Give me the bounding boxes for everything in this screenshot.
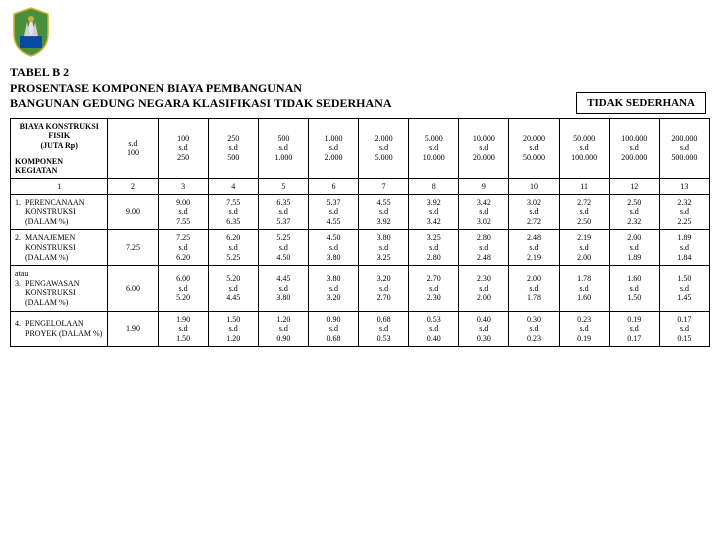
num-cell: 6 bbox=[308, 178, 358, 194]
value-cell: 5.20s.d4.45 bbox=[208, 266, 258, 311]
row-label: 2.MANAJEMEN KONSTRUKSI (DALAM %) bbox=[11, 230, 108, 266]
row-label: atau3.PENGAWASAN KONSTRUKSI (DALAM %) bbox=[11, 266, 108, 311]
value-cell: 1.90s.d1.50 bbox=[158, 311, 208, 347]
num-cell: 11 bbox=[559, 178, 609, 194]
num-cell: 13 bbox=[659, 178, 709, 194]
value-cell: 2.80s.d2.48 bbox=[459, 230, 509, 266]
value-cell: 0.17s.d0.15 bbox=[659, 311, 709, 347]
value-cell: 0.23s.d0.19 bbox=[559, 311, 609, 347]
value-cell: 1.20s.d0.90 bbox=[258, 311, 308, 347]
col-header: 250s.d500 bbox=[208, 118, 258, 178]
col-header: 100.000s.d200.000 bbox=[609, 118, 659, 178]
value-cell: 1.89s.d1.84 bbox=[659, 230, 709, 266]
value-cell: 5.37s.d4.55 bbox=[308, 194, 358, 230]
num-cell: 10 bbox=[509, 178, 559, 194]
table-body: 1.PERENCANAAN KONSTRUKSI (DALAM %)9.009.… bbox=[11, 194, 710, 347]
value-cell: 3.02s.d2.72 bbox=[509, 194, 559, 230]
num-cell: 5 bbox=[258, 178, 308, 194]
row-label: 1.PERENCANAAN KONSTRUKSI (DALAM %) bbox=[11, 194, 108, 230]
value-cell: 9.00 bbox=[108, 194, 158, 230]
row-label: 4.PENGELOLAAN PROYEK (DALAM %) bbox=[11, 311, 108, 347]
col-header: 2.000s.d5.000 bbox=[359, 118, 409, 178]
header-komponen: KOMPONENKEGIATAN bbox=[11, 154, 108, 179]
col-header: 5.000s.d10.000 bbox=[409, 118, 459, 178]
value-cell: 6.00s.d5.20 bbox=[158, 266, 208, 311]
value-cell: 6.00 bbox=[108, 266, 158, 311]
value-cell: 2.19s.d2.00 bbox=[559, 230, 609, 266]
table-head: BIAYA KONSTRUKSIFISIK(JUTA Rp) s.d100 10… bbox=[11, 118, 710, 194]
num-cell: 9 bbox=[459, 178, 509, 194]
value-cell: 2.30s.d2.00 bbox=[459, 266, 509, 311]
col-header: 20.000s.d50.000 bbox=[509, 118, 559, 178]
num-cell: 4 bbox=[208, 178, 258, 194]
value-cell: 0.40s.d0.30 bbox=[459, 311, 509, 347]
table-row: 4.PENGELOLAAN PROYEK (DALAM %)1.901.90s.… bbox=[11, 311, 710, 347]
value-cell: 2.00s.d1.78 bbox=[509, 266, 559, 311]
value-cell: 0.68s.d0.53 bbox=[359, 311, 409, 347]
value-cell: 0.90s.d0.68 bbox=[308, 311, 358, 347]
value-cell: 3.92s.d3.42 bbox=[409, 194, 459, 230]
value-cell: 2.72s.d2.50 bbox=[559, 194, 609, 230]
value-cell: 3.20s.d2.70 bbox=[359, 266, 409, 311]
value-cell: 3.42s.d3.02 bbox=[459, 194, 509, 230]
value-cell: 2.48s.d2.19 bbox=[509, 230, 559, 266]
value-cell: 7.25 bbox=[108, 230, 158, 266]
value-cell: 6.35s.d5.37 bbox=[258, 194, 308, 230]
value-cell: 3.80s.d3.25 bbox=[359, 230, 409, 266]
page: TABEL B 2 PROSENTASE KOMPONEN BIAYA PEMB… bbox=[0, 0, 720, 357]
value-cell: 0.19s.d0.17 bbox=[609, 311, 659, 347]
header-biaya: BIAYA KONSTRUKSIFISIK(JUTA Rp) bbox=[11, 118, 108, 153]
title-line-1: TABEL B 2 bbox=[10, 65, 710, 81]
value-cell: 7.55s.d6.35 bbox=[208, 194, 258, 230]
number-row: 1 2 3 4 5 6 7 8 9 10 11 12 13 bbox=[11, 178, 710, 194]
value-cell: 5.25s.d4.50 bbox=[258, 230, 308, 266]
logo-wrap bbox=[10, 6, 710, 63]
value-cell: 2.32s.d2.25 bbox=[659, 194, 709, 230]
value-cell: 3.80s.d3.20 bbox=[308, 266, 358, 311]
value-cell: 0.30s.d0.23 bbox=[509, 311, 559, 347]
data-table: BIAYA KONSTRUKSIFISIK(JUTA Rp) s.d100 10… bbox=[10, 118, 710, 348]
value-cell: 4.55s.d3.92 bbox=[359, 194, 409, 230]
num-cell: 12 bbox=[609, 178, 659, 194]
value-cell: 2.00s.d1.89 bbox=[609, 230, 659, 266]
num-cell: 3 bbox=[158, 178, 208, 194]
value-cell: 1.50s.d1.45 bbox=[659, 266, 709, 311]
value-cell: 4.45s.d3.80 bbox=[258, 266, 308, 311]
value-cell: 1.78s.d1.60 bbox=[559, 266, 609, 311]
value-cell: 9.00s.d7.55 bbox=[158, 194, 208, 230]
table-row: 1.PERENCANAAN KONSTRUKSI (DALAM %)9.009.… bbox=[11, 194, 710, 230]
num-cell: 2 bbox=[108, 178, 158, 194]
value-cell: 1.60s.d1.50 bbox=[609, 266, 659, 311]
value-cell: 4.50s.d3.80 bbox=[308, 230, 358, 266]
col-header: 500s.d1.000 bbox=[258, 118, 308, 178]
coat-of-arms-icon bbox=[10, 6, 52, 58]
col-header: 50.000s.d100.000 bbox=[559, 118, 609, 178]
table-row: atau3.PENGAWASAN KONSTRUKSI (DALAM %)6.0… bbox=[11, 266, 710, 311]
value-cell: 7.25s.d6.20 bbox=[158, 230, 208, 266]
value-cell: 2.50s.d2.32 bbox=[609, 194, 659, 230]
value-cell: 1.90 bbox=[108, 311, 158, 347]
col-header: 1.000s.d2.000 bbox=[308, 118, 358, 178]
table-row: 2.MANAJEMEN KONSTRUKSI (DALAM %)7.257.25… bbox=[11, 230, 710, 266]
col-header: 200.000s.d500.000 bbox=[659, 118, 709, 178]
num-cell: 1 bbox=[11, 178, 108, 194]
value-cell: 1.50s.d1.20 bbox=[208, 311, 258, 347]
col-header: 10.000s.d20.000 bbox=[459, 118, 509, 178]
num-cell: 7 bbox=[359, 178, 409, 194]
col-header: s.d100 bbox=[108, 118, 158, 178]
value-cell: 0.53s.d0.40 bbox=[409, 311, 459, 347]
num-cell: 8 bbox=[409, 178, 459, 194]
classification-badge: TIDAK SEDERHANA bbox=[576, 92, 706, 114]
col-header: 100s.d250 bbox=[158, 118, 208, 178]
value-cell: 2.70s.d2.30 bbox=[409, 266, 459, 311]
value-cell: 6.20s.d5.25 bbox=[208, 230, 258, 266]
value-cell: 3.25s.d2.80 bbox=[409, 230, 459, 266]
